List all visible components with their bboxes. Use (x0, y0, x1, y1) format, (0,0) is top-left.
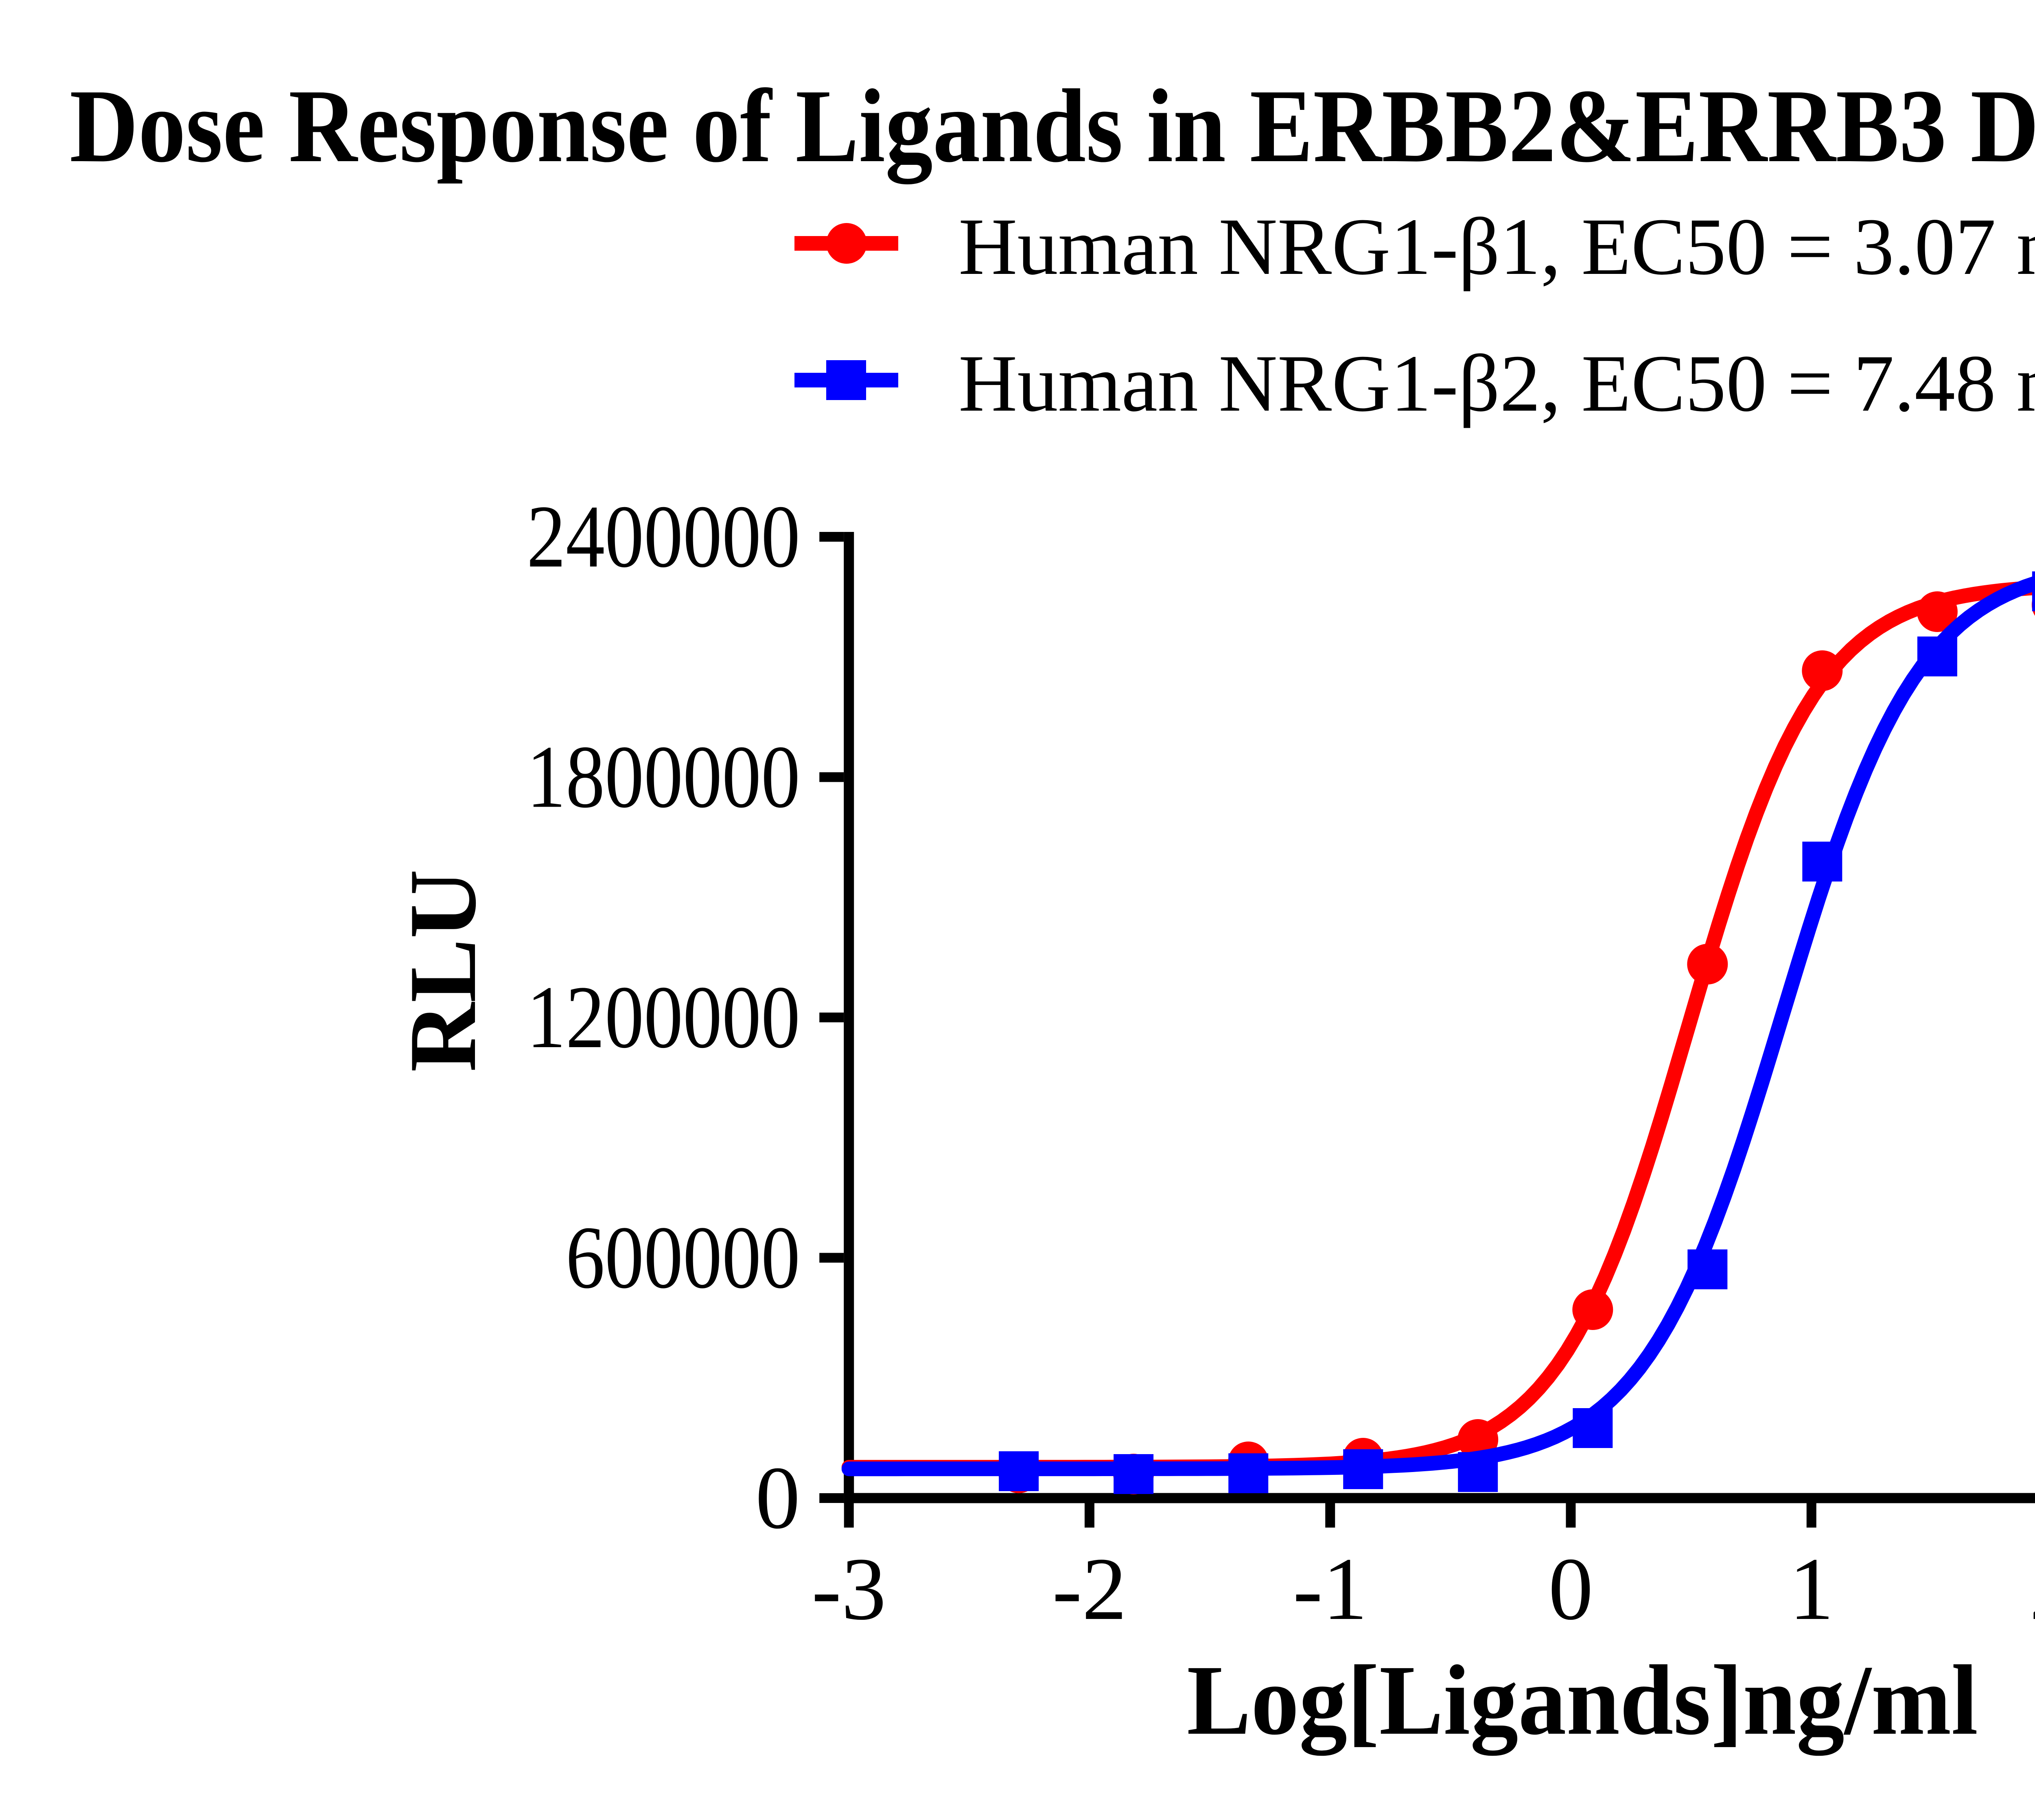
svg-text:-3: -3 (812, 1539, 886, 1638)
svg-text:Log[Ligands]ng/ml: Log[Ligands]ng/ml (1187, 1645, 1978, 1756)
svg-text:RLU: RLU (390, 869, 496, 1072)
svg-text:Human NRG1-β1, EC50 = 3.07 ng/: Human NRG1-β1, EC50 = 3.07 ng/ml (958, 202, 2035, 292)
svg-text:-2: -2 (1052, 1539, 1127, 1638)
svg-text:Human NRG1-β2, EC50 = 7.48 ng/: Human NRG1-β2, EC50 = 7.48 ng/ml (958, 339, 2035, 429)
svg-text:600000: 600000 (566, 1208, 800, 1307)
svg-text:1800000: 1800000 (527, 727, 800, 827)
svg-text:1200000: 1200000 (527, 967, 800, 1067)
svg-text:2400000: 2400000 (527, 487, 800, 586)
svg-text:Dose Response of Ligands in ER: Dose Response of Ligands in ERBB2&ERRB3 … (70, 68, 2035, 186)
svg-text:0: 0 (1548, 1539, 1593, 1638)
svg-text:-1: -1 (1293, 1539, 1368, 1638)
svg-text:0: 0 (755, 1448, 800, 1547)
svg-text:2: 2 (2030, 1539, 2035, 1638)
svg-text:1: 1 (1789, 1539, 1834, 1638)
